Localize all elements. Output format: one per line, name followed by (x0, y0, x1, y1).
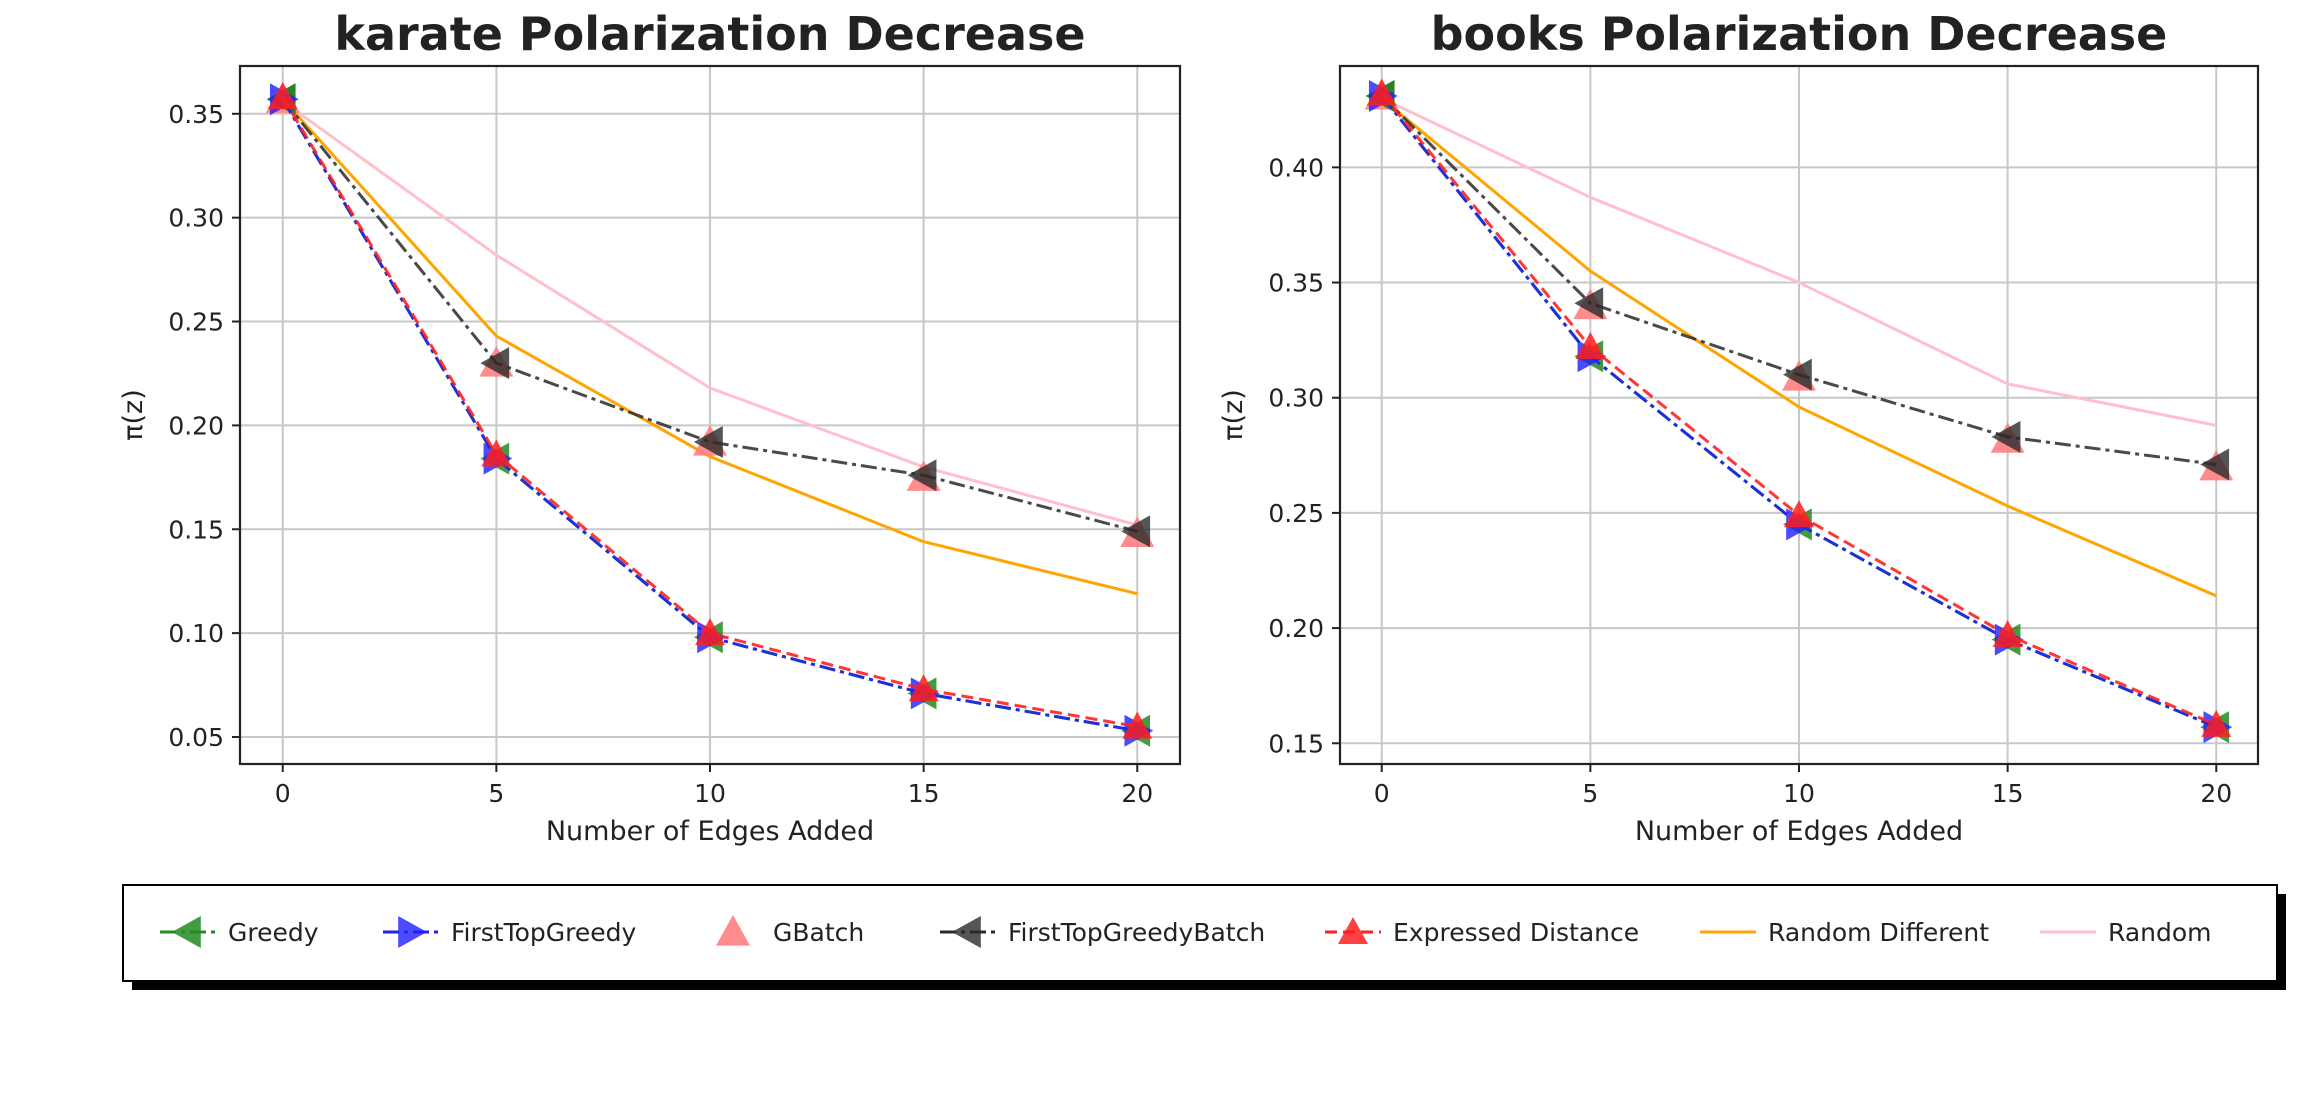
series-greedy (1365, 79, 2230, 744)
series-firsttopgreedy (1368, 79, 2233, 744)
y-tick-label: 0.20 (168, 411, 224, 440)
data-point-firsttopgreedybatch (1783, 358, 1812, 391)
data-point-expressed-distance (695, 618, 725, 646)
series-firsttopgreedybatch (1365, 79, 2230, 481)
chart-title: books Polarization Decrease (1431, 7, 2168, 61)
x-tick-label: 5 (1582, 779, 1598, 808)
data-point-expressed-distance (2201, 709, 2232, 737)
series-line-random-different (281, 98, 1138, 596)
data-point-firsttopgreedybatch (2200, 448, 2230, 481)
series-random-different (1380, 97, 2217, 598)
y-tick-label: 0.30 (1268, 384, 1324, 413)
y-tick-label: 0.35 (168, 100, 224, 129)
x-tick-label: 20 (1121, 779, 1153, 808)
data-point-firsttopgreedybatch (480, 347, 510, 380)
plot-area (265, 82, 1155, 747)
y-tick-label: 0.25 (1268, 499, 1324, 528)
legend-swatch-marker (398, 916, 427, 948)
series-random-different (281, 98, 1138, 596)
series-line-random (1381, 96, 2217, 427)
y-tick-label: 0.30 (168, 204, 224, 233)
legend-box (122, 884, 2278, 982)
plot-area (1364, 78, 2234, 744)
chart-title: karate Polarization Decrease (334, 7, 1085, 61)
series-line-random (281, 100, 1138, 527)
legend-item-expressed-distance: Expressed Distance (1325, 917, 1639, 947)
data-point-expressed-distance (267, 82, 298, 110)
x-tick-label: 0 (275, 779, 291, 808)
x-tick-label: 15 (908, 779, 940, 808)
data-point-firsttopgreedybatch (1574, 287, 1604, 320)
legend-label: Expressed Distance (1393, 918, 1639, 947)
x-tick-label: 5 (488, 779, 504, 808)
x-tick-label: 10 (1783, 779, 1815, 808)
y-tick-label: 0.40 (1268, 153, 1324, 182)
series-expressed-distance (1366, 78, 2232, 737)
legend-item-firsttopgreedy: FirstTopGreedy (383, 916, 637, 948)
legend-label: Greedy (228, 918, 319, 947)
series-greedy (266, 83, 1151, 747)
legend-swatch-marker (1338, 917, 1368, 944)
x-axis-label: Number of Edges Added (1635, 816, 1963, 847)
legend-item-random: Random (2040, 918, 2212, 947)
legend-label: Random Different (1768, 918, 1989, 947)
legend-swatch-marker (716, 915, 750, 946)
series-line-random-different (1380, 97, 2217, 598)
y-tick-label: 0.15 (168, 515, 224, 544)
data-point-expressed-distance (1122, 711, 1153, 739)
y-tick-label: 0.20 (1268, 614, 1324, 643)
x-tick-label: 20 (2200, 779, 2232, 808)
y-axis-label: π(z) (118, 389, 149, 441)
y-tick-label: 0.05 (168, 723, 224, 752)
series-firsttopgreedybatch (266, 83, 1151, 548)
series-random (281, 100, 1138, 527)
y-tick-label: 0.10 (168, 619, 224, 648)
x-tick-label: 0 (1374, 779, 1390, 808)
data-point-firsttopgreedybatch (907, 459, 937, 492)
legend: Greedy FirstTopGreedy GBatch FirstTopGreedy… (122, 884, 2286, 990)
x-tick-label: 15 (1992, 779, 2024, 808)
legend-label: GBatch (773, 918, 864, 947)
legend-swatch-marker (172, 916, 201, 948)
data-point-expressed-distance (1366, 78, 1397, 106)
legend-item-gbatch: GBatch (716, 915, 864, 947)
series-firsttopgreedy (269, 83, 1154, 747)
data-point-expressed-distance (1575, 332, 1606, 360)
y-axis-label: π(z) (1218, 389, 1249, 441)
data-point-firsttopgreedybatch (1991, 420, 2021, 453)
data-point-expressed-distance (908, 674, 939, 702)
series-expressed-distance (267, 82, 1153, 739)
data-point-expressed-distance (1784, 500, 1814, 528)
legend-item-random-different: Random Different (1700, 918, 1989, 947)
legend-label: Random (2108, 918, 2212, 947)
legend-label: FirstTopGreedy (451, 918, 637, 947)
legend-item-greedy: Greedy (160, 916, 319, 948)
karate-chart: 0 5 10 15 20 0.05 0.10 0.15 0.20 0.25 0.30 0.35 kara… (118, 7, 1182, 847)
data-point-firsttopgreedybatch (694, 426, 723, 459)
grid (1340, 66, 2258, 764)
legend-label: FirstTopGreedyBatch (1008, 918, 1265, 947)
y-tick-label: 0.15 (1268, 729, 1324, 758)
y-tick-label: 0.25 (168, 308, 224, 337)
legend-item-firsttopgreedybatch: FirstTopGreedyBatch (940, 916, 1265, 948)
x-axis-label: Number of Edges Added (546, 816, 874, 847)
legend-swatch-marker (952, 916, 981, 948)
data-point-expressed-distance (1992, 619, 2023, 647)
y-tick-label: 0.35 (1268, 269, 1324, 298)
series-random (1381, 96, 2217, 427)
data-point-expressed-distance (481, 439, 512, 467)
x-tick-label: 10 (694, 779, 726, 808)
books-chart: 0 5 10 15 20 0.15 0.20 0.25 0.30 0.35 0.40 books Po… (1218, 7, 2260, 847)
data-point-firsttopgreedybatch (1121, 515, 1151, 548)
